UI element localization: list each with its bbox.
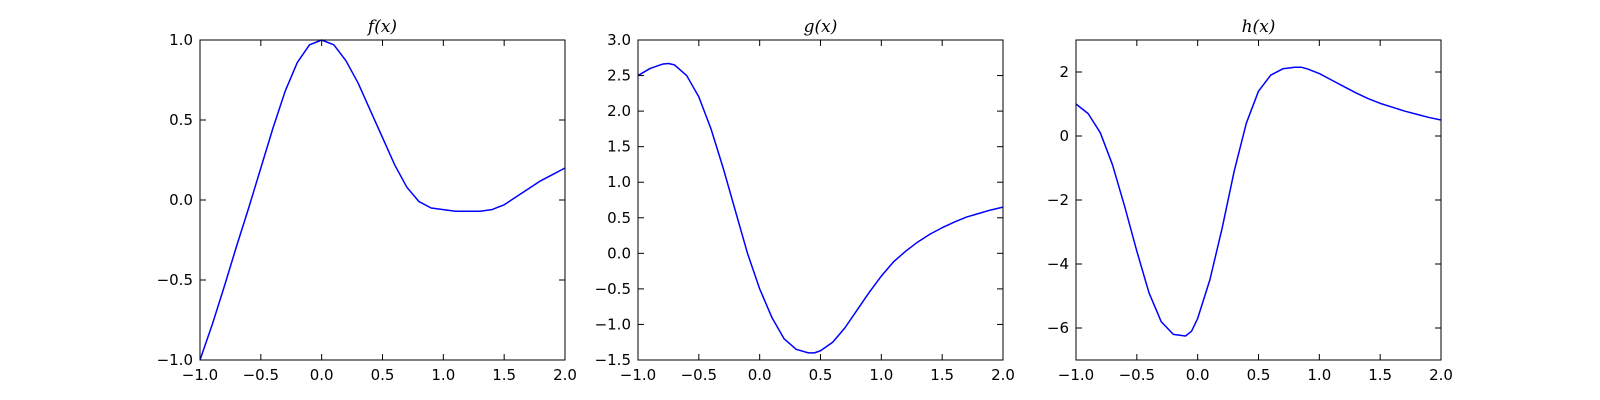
x-tick-label: −1.0: [1058, 366, 1094, 384]
y-tick-label: 0.0: [607, 244, 631, 262]
x-tick-label: −0.5: [1119, 366, 1155, 384]
y-tick-label: 1.5: [607, 138, 631, 156]
x-tick-label: 1.5: [1368, 366, 1392, 384]
x-tick-label: −1.0: [182, 366, 218, 384]
y-tick-label: 2: [1059, 63, 1069, 81]
x-tick-label: 1.5: [492, 366, 516, 384]
panel-f: f(x) −1.0 −0.5 0.0 0.5 1.0 1.5 2.0 −1.0 −0.5 0.0 0…: [157, 17, 577, 384]
y-tick-label: −1.5: [595, 351, 631, 369]
y-tick-label: −1.0: [595, 315, 631, 333]
y-tick-label: 2.5: [607, 67, 631, 85]
series-line: [1075, 66, 1442, 337]
x-tick-label: 0.5: [809, 366, 833, 384]
panel-h: h(x) −1.0 −0.5 0.0 0.5 1.0 1.5 2.0 −6 −4 −2 0 2: [1047, 17, 1453, 384]
series-line: [637, 62, 1004, 354]
y-tick-label: 2.0: [607, 102, 631, 120]
x-tick-label: 1.0: [431, 366, 455, 384]
x-tick-label: 1.0: [869, 366, 893, 384]
x-tick-label: −1.0: [620, 366, 656, 384]
x-tick-label: 0.5: [371, 366, 395, 384]
x-tick-label: 2.0: [1429, 366, 1453, 384]
x-tick-label: 0.0: [748, 366, 772, 384]
chart-title: f(x): [366, 17, 397, 37]
y-tick-label: −4: [1047, 255, 1069, 273]
y-tick-label: −2: [1047, 191, 1069, 209]
y-tick-label: −6: [1047, 319, 1069, 337]
x-tick-label: 0.0: [310, 366, 334, 384]
panel-g: g(x) −1.0 −0.5 0.0 0.5 1.0 1.5 2.0−1.5−1.0−0.5…: [595, 17, 1015, 384]
y-tick-label: 0.5: [607, 209, 631, 227]
x-tick-label: 1.5: [930, 366, 954, 384]
y-tick-label: 1.0: [169, 31, 193, 49]
y-tick-label: −0.5: [595, 280, 631, 298]
x-tick-label: −0.5: [681, 366, 717, 384]
x-tick-label: −0.5: [243, 366, 279, 384]
series-line: [199, 39, 566, 361]
x-tick-label: 0.5: [1247, 366, 1271, 384]
x-tick-label: 2.0: [553, 366, 577, 384]
chart-title: h(x): [1242, 17, 1276, 37]
x-tick-label: 2.0: [991, 366, 1015, 384]
y-tick-label: −0.5: [157, 271, 193, 289]
chart-title: g(x): [804, 17, 838, 37]
y-tick-label: 0: [1059, 127, 1069, 145]
y-tick-label: 1.0: [607, 173, 631, 191]
x-tick-label: 1.0: [1307, 366, 1331, 384]
y-tick-label: 0.0: [169, 191, 193, 209]
y-tick-label: −1.0: [157, 351, 193, 369]
y-tick-label: 0.5: [169, 111, 193, 129]
x-tick-label: 0.0: [1186, 366, 1210, 384]
y-tick-label: 3.0: [607, 31, 631, 49]
